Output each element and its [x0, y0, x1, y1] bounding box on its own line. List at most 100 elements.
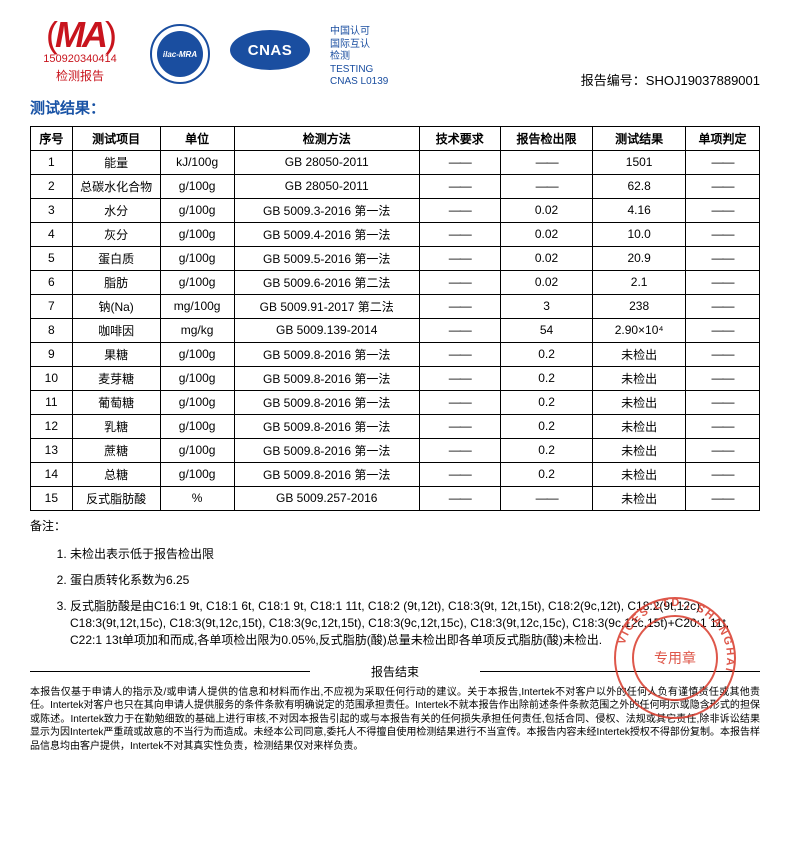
table-cell: g/100g — [160, 366, 234, 390]
report-number-value: SHOJ19037889001 — [646, 73, 760, 88]
table-cell: 葡萄糖 — [72, 390, 160, 414]
table-row: 9果糖g/100gGB 5009.8-2016 第一法——0.2未检出—— — [31, 342, 760, 366]
table-header-cell: 测试结果 — [593, 126, 686, 150]
disclaimer-text: 本报告仅基于申请人的指示及/或申请人提供的信息和材料而作出,不应视为采取任何行动… — [30, 686, 760, 754]
table-cell: 0.02 — [500, 198, 593, 222]
table-cell: 能量 — [72, 150, 160, 174]
table-cell: —— — [500, 174, 593, 198]
table-cell: —— — [419, 270, 500, 294]
table-cell: —— — [685, 294, 759, 318]
table-cell: g/100g — [160, 174, 234, 198]
table-cell: 0.02 — [500, 246, 593, 270]
table-cell: 蛋白质 — [72, 246, 160, 270]
table-cell: 0.2 — [500, 462, 593, 486]
table-cell: 15 — [31, 486, 73, 510]
cnas-text-line: CNAS L0139 — [330, 76, 388, 89]
table-cell: 0.2 — [500, 438, 593, 462]
table-cell: 0.2 — [500, 414, 593, 438]
table-cell: —— — [419, 318, 500, 342]
table-cell: —— — [685, 270, 759, 294]
table-header-cell: 测试项目 — [72, 126, 160, 150]
table-cell: g/100g — [160, 390, 234, 414]
table-cell: GB 5009.8-2016 第一法 — [234, 438, 419, 462]
table-cell: —— — [419, 390, 500, 414]
table-cell: GB 5009.3-2016 第一法 — [234, 198, 419, 222]
table-cell: —— — [419, 222, 500, 246]
cnas-text-line: 检测 — [330, 51, 388, 64]
table-cell: 7 — [31, 294, 73, 318]
table-header-row: 序号测试项目单位检测方法技术要求报告检出限测试结果单项判定 — [31, 126, 760, 150]
table-cell: GB 5009.6-2016 第二法 — [234, 270, 419, 294]
table-cell: —— — [685, 246, 759, 270]
table-cell: % — [160, 486, 234, 510]
table-cell: g/100g — [160, 222, 234, 246]
table-cell: 0.2 — [500, 342, 593, 366]
note-item: 未检出表示低于报告检出限 — [70, 544, 760, 564]
table-row: 12乳糖g/100gGB 5009.8-2016 第一法——0.2未检出—— — [31, 414, 760, 438]
table-row: 3水分g/100gGB 5009.3-2016 第一法——0.024.16—— — [31, 198, 760, 222]
table-cell: 13 — [31, 438, 73, 462]
note-item-text: 反式脂肪酸是由C16:1 9t, C18:1 6t, C18:1 9t, C18… — [70, 598, 760, 648]
test-report-page: { "header": { "cma_cert_no": "1509203404… — [30, 20, 760, 753]
report-header: (MA) 150920340414 检测报告 ilac-MRA CNAS 中国认… — [30, 20, 760, 89]
table-cell: —— — [685, 366, 759, 390]
table-cell: 3 — [500, 294, 593, 318]
table-cell: —— — [419, 198, 500, 222]
table-cell: —— — [419, 294, 500, 318]
table-row: 10麦芽糖g/100gGB 5009.8-2016 第一法——0.2未检出—— — [31, 366, 760, 390]
table-cell: 6 — [31, 270, 73, 294]
table-cell: —— — [685, 438, 759, 462]
table-cell: —— — [419, 438, 500, 462]
table-cell: 灰分 — [72, 222, 160, 246]
table-cell: g/100g — [160, 270, 234, 294]
table-cell: —— — [685, 462, 759, 486]
table-cell: GB 5009.8-2016 第一法 — [234, 342, 419, 366]
table-cell: GB 5009.4-2016 第一法 — [234, 222, 419, 246]
table-cell: —— — [685, 414, 759, 438]
cnas-text-line: 国际互认 — [330, 39, 388, 52]
table-cell: 4.16 — [593, 198, 686, 222]
ilac-logo-text: ilac-MRA — [163, 50, 197, 59]
table-header-cell: 技术要求 — [419, 126, 500, 150]
table-cell: 未检出 — [593, 342, 686, 366]
cma-logo-icon: (MA) — [30, 20, 130, 51]
table-cell: 10.0 — [593, 222, 686, 246]
table-cell: GB 5009.257-2016 — [234, 486, 419, 510]
table-cell: 8 — [31, 318, 73, 342]
table-cell: —— — [685, 390, 759, 414]
table-header-cell: 检测方法 — [234, 126, 419, 150]
table-cell: 20.9 — [593, 246, 686, 270]
table-cell: —— — [419, 150, 500, 174]
table-cell: kJ/100g — [160, 150, 234, 174]
cma-cert-number: 150920340414 — [30, 53, 130, 65]
table-cell: 反式脂肪酸 — [72, 486, 160, 510]
table-cell: GB 5009.8-2016 第一法 — [234, 414, 419, 438]
table-cell: —— — [419, 342, 500, 366]
table-row: 7钠(Na)mg/100gGB 5009.91-2017 第二法——3238—— — [31, 294, 760, 318]
table-cell: 未检出 — [593, 486, 686, 510]
table-cell: —— — [685, 150, 759, 174]
table-cell: —— — [685, 342, 759, 366]
table-cell: GB 28050-2011 — [234, 174, 419, 198]
table-cell: 11 — [31, 390, 73, 414]
table-cell: GB 5009.8-2016 第一法 — [234, 462, 419, 486]
table-cell: —— — [685, 222, 759, 246]
table-cell: —— — [685, 318, 759, 342]
cnas-logo-icon: CNAS — [230, 30, 310, 70]
table-cell: 5 — [31, 246, 73, 270]
cnas-logo-block: CNAS — [230, 30, 310, 70]
table-cell: 4 — [31, 222, 73, 246]
table-cell: 果糖 — [72, 342, 160, 366]
table-row: 1能量kJ/100gGB 28050-2011————1501—— — [31, 150, 760, 174]
table-row: 15反式脂肪酸%GB 5009.257-2016————未检出—— — [31, 486, 760, 510]
table-row: 2总碳水化合物g/100gGB 28050-2011————62.8—— — [31, 174, 760, 198]
report-end-label: 报告结束 — [371, 665, 419, 679]
table-cell: —— — [419, 462, 500, 486]
table-cell: 总糖 — [72, 462, 160, 486]
note-item: 蛋白质转化系数为6.25 — [70, 570, 760, 590]
section-title: 测试结果： — [30, 97, 760, 118]
table-cell: —— — [685, 174, 759, 198]
table-cell: 未检出 — [593, 366, 686, 390]
notes-list: 未检出表示低于报告检出限 蛋白质转化系数为6.25 反式脂肪酸是由C16:1 9… — [70, 544, 760, 649]
table-cell: 水分 — [72, 198, 160, 222]
